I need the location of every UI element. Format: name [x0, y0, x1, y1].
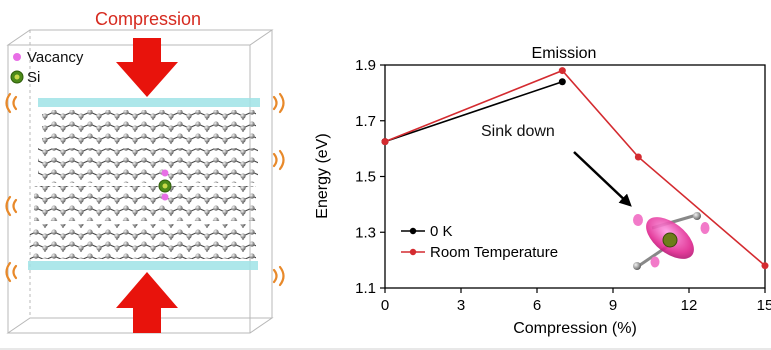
bottom-hydrogen-layer — [28, 261, 258, 270]
atomic-lattice — [30, 110, 258, 259]
x-axis-ticks: 0 3 6 9 12 15 — [381, 288, 771, 314]
x-tick-label: 3 — [457, 297, 465, 314]
y-tick-label: 1.5 — [355, 169, 376, 186]
defect-site — [158, 169, 172, 201]
annotation-sink-down: Sink down — [481, 123, 555, 140]
y-tick-label: 1.3 — [355, 224, 376, 241]
vibration-marks — [5, 92, 285, 287]
data-point-room-temperature — [558, 67, 566, 75]
vacancy-label: Vacancy — [27, 49, 84, 66]
si-label: Si — [27, 69, 40, 86]
y-axis-ticks: 1.1 1.3 1.5 1.7 1.9 — [355, 57, 385, 297]
x-tick-label: 12 — [681, 297, 698, 314]
top-hydrogen-layer — [38, 98, 260, 107]
defect-isosurface-inset — [633, 212, 710, 270]
annotation-arrow — [573, 151, 632, 207]
legend-item-room-temperature: Room Temperature — [401, 244, 558, 261]
legend-label-room-temperature: Room Temperature — [430, 244, 558, 261]
y-tick-label: 1.7 — [355, 113, 376, 130]
data-point-room-temperature — [761, 262, 769, 270]
y-tick-label: 1.9 — [355, 57, 376, 74]
data-point-room-temperature — [381, 138, 389, 146]
x-tick-label: 9 — [609, 297, 617, 314]
y-axis-label: Energy (eV) — [314, 133, 331, 218]
legend-item-0k: 0 K — [401, 223, 453, 240]
x-tick-label: 15 — [757, 297, 771, 314]
emission-chart: Emission 1.1 1.3 1.5 1.7 1.9 0 3 6 9 12 15 Energy… — [314, 45, 771, 337]
bottom-rule — [0, 348, 771, 350]
top-compression-arrow — [116, 38, 178, 97]
bottom-compression-arrow — [116, 272, 178, 333]
compression-title: Compression — [95, 9, 201, 29]
x-tick-label: 0 — [381, 297, 389, 314]
data-point-0-k — [558, 78, 566, 86]
structure-legend: Vacancy Si — [10, 49, 84, 86]
chart-title: Emission — [532, 45, 597, 62]
data-point-room-temperature — [634, 153, 642, 161]
x-tick-label: 6 — [533, 297, 541, 314]
si-atom-core — [14, 74, 20, 80]
chart-legend: 0 K Room Temperature — [401, 223, 558, 261]
y-tick-label: 1.1 — [355, 280, 376, 297]
vacancy-dot-icon — [13, 53, 21, 61]
legend-label-0k: 0 K — [430, 223, 453, 240]
series-line-room-temperature — [384, 69, 766, 267]
series-layer — [381, 67, 769, 270]
x-axis-label: Compression (%) — [513, 320, 637, 337]
series-line-0-k — [384, 80, 563, 143]
structure-panel: Compression Va — [5, 9, 285, 334]
